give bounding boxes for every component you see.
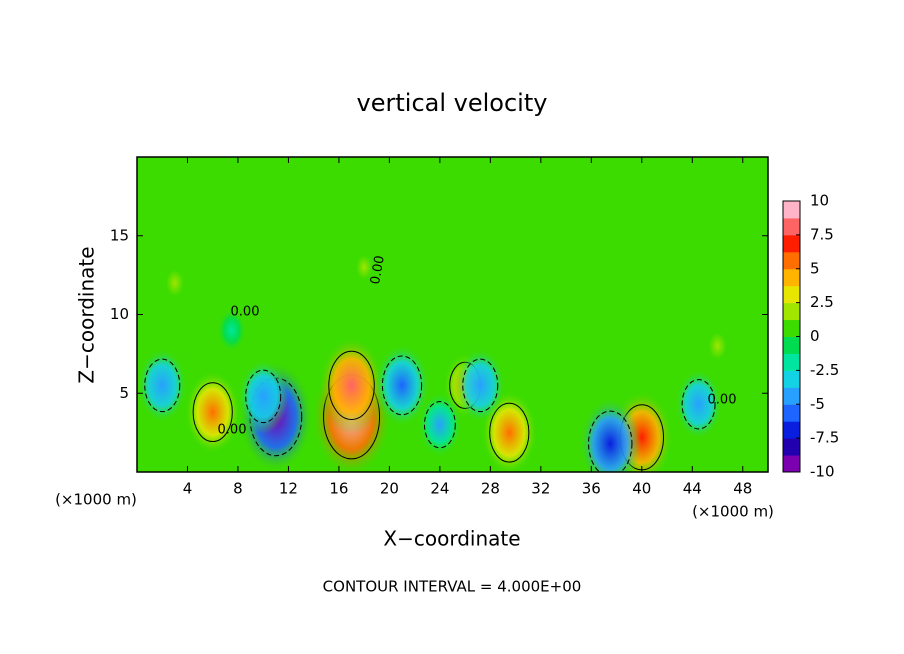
colorbar-band xyxy=(783,234,800,253)
x-axis-label: X−coordinate xyxy=(383,527,520,551)
x-tick-label: 20 xyxy=(380,480,399,498)
contour-line xyxy=(245,369,282,424)
colorbar-band xyxy=(783,336,800,354)
contour-label: 0.00 xyxy=(231,305,260,320)
field-feature xyxy=(158,259,191,307)
colorbar-tick-label: 0 xyxy=(810,327,820,345)
x-tick-label: 8 xyxy=(233,480,243,498)
colorbar-tick-label: 5 xyxy=(810,259,820,277)
colorbar-band xyxy=(783,268,800,287)
footer: CONTOUR INTERVAL = 4.000E+00 xyxy=(323,578,582,596)
contour-line xyxy=(681,379,716,430)
colorbar-band xyxy=(783,251,800,270)
colorbar-band xyxy=(783,404,800,422)
colorbar-band xyxy=(783,285,800,304)
contour-line xyxy=(144,358,181,413)
colorbar-tick-label: 10 xyxy=(810,192,829,210)
x-tick-label: 40 xyxy=(632,480,651,498)
x-tick-label: 44 xyxy=(683,480,702,498)
colorbar-tick-label: -7.5 xyxy=(810,429,839,447)
contour-line xyxy=(489,402,530,463)
colorbar-tick-label: 7.5 xyxy=(810,225,834,243)
chart-title: vertical velocity xyxy=(357,89,548,117)
colorbar-band xyxy=(783,302,800,321)
contour-line xyxy=(588,410,633,472)
x-tick-label: 16 xyxy=(329,480,348,498)
field-feature xyxy=(349,245,379,289)
colorbar-band xyxy=(783,387,800,405)
field-feature xyxy=(701,322,734,370)
contour-line xyxy=(381,355,423,416)
contour-label: 0.00 xyxy=(218,423,247,438)
colorbar-tick-label: -10 xyxy=(810,463,835,481)
y-tick-label: 5 xyxy=(119,384,129,402)
y-tick-label: 15 xyxy=(110,226,129,244)
x-tick-label: 12 xyxy=(279,480,298,498)
x-tick-label: 36 xyxy=(582,480,601,498)
colorbar-tick-label: 2.5 xyxy=(810,293,834,311)
colorbar-tick-label: -2.5 xyxy=(810,361,839,379)
contour-line xyxy=(462,358,499,413)
contour-label: 0.00 xyxy=(368,254,388,285)
x-tick-label: 28 xyxy=(481,480,500,498)
colorbar-band xyxy=(783,455,800,473)
contour-line xyxy=(423,401,456,449)
x-tick-label: 48 xyxy=(733,480,752,498)
field-feature xyxy=(579,397,642,472)
y-axis-label: Z−coordinate xyxy=(75,246,99,383)
colorbar-band xyxy=(783,201,800,219)
colorbar-band xyxy=(783,438,800,456)
contour-line xyxy=(192,382,233,443)
field: 0.00 0.00 0.00 0.00 xyxy=(137,245,737,472)
x-unit-label: (×1000 m) xyxy=(55,491,137,509)
field-feature xyxy=(217,308,247,352)
colorbar-band xyxy=(783,353,800,371)
x-unit-label: (×1000 m) xyxy=(692,503,774,521)
x-tick-label: 4 xyxy=(183,480,193,498)
colorbar-band xyxy=(783,421,800,439)
colorbar-band xyxy=(783,370,800,388)
colorbar-tick-label: -5 xyxy=(810,395,825,413)
x-tick-label: 32 xyxy=(531,480,550,498)
colorbar-band xyxy=(783,217,800,236)
contour-label: 0.00 xyxy=(708,393,737,408)
colorbar-band xyxy=(783,319,800,337)
y-tick-label: 10 xyxy=(110,305,129,323)
x-tick-label: 24 xyxy=(430,480,449,498)
